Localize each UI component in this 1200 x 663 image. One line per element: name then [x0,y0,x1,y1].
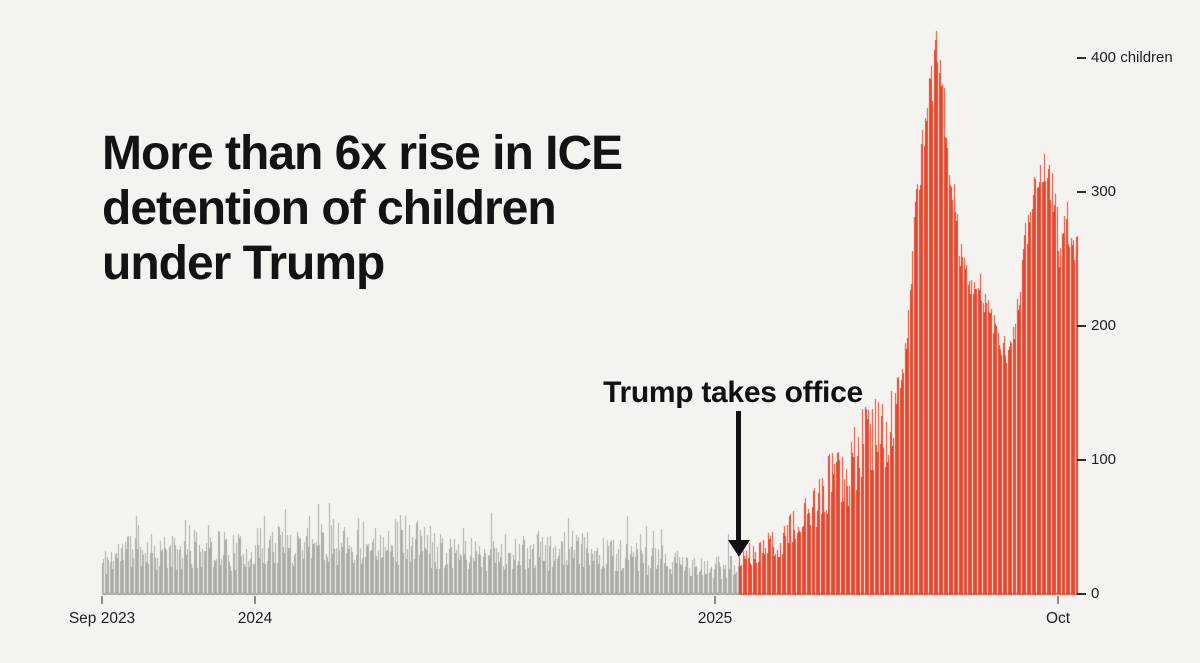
y-tick-mark [1077,593,1086,595]
y-tick-mark [1077,459,1086,461]
y-axis-label-200: 200 [1077,316,1116,336]
annotation-arrow-line [736,411,741,541]
x-tick-oct [1057,596,1059,604]
x-tick-2024 [254,596,256,604]
x-axis-label-sep-2023: Sep 2023 [68,610,136,627]
bars-canvas [100,20,1080,600]
x-axis-label-2025: 2025 [697,610,733,627]
y-axis-label-100: 100 [1077,450,1116,470]
y-axis-label-0: 0 [1077,584,1099,604]
x-tick-2025 [714,596,716,604]
x-axis-label-2024: 2024 [237,610,273,627]
x-axis-label-oct: Oct [1045,610,1071,627]
y-axis-label-300: 300 [1077,182,1116,202]
y-tick-mark [1077,57,1086,59]
x-tick-sep-2023 [101,596,103,604]
annotation-label: Trump takes office [603,376,863,409]
y-tick-mark [1077,191,1086,193]
arrow-down-icon [728,540,750,557]
y-axis-label-400: 400 children [1077,48,1173,68]
y-tick-mark [1077,325,1086,327]
